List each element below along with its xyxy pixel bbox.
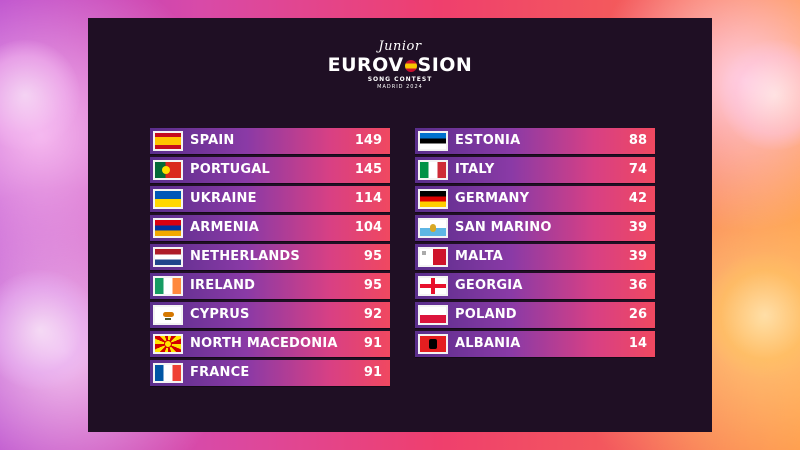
cyprus-flag-icon (155, 307, 181, 323)
score-row: NORTH MACEDONIA 91 (150, 331, 390, 357)
flower-decoration (705, 250, 800, 380)
country-name: UKRAINE (190, 191, 257, 206)
estonia-flag-icon (420, 133, 446, 149)
country-name: FRANCE (190, 365, 250, 380)
country-name: MALTA (455, 249, 504, 264)
country-points: 95 (363, 249, 382, 264)
country-points: 104 (354, 220, 382, 235)
country-name: ESTONIA (455, 133, 521, 148)
score-row: IRELAND 95 (150, 273, 390, 299)
score-row: MALTA 39 (415, 244, 655, 270)
logo-location: MADRID 2024 (377, 84, 423, 90)
country-points: 42 (628, 191, 647, 206)
country-points: 92 (363, 307, 382, 322)
country-points: 91 (363, 336, 382, 351)
spain-flag-icon (155, 133, 181, 149)
score-row: POLAND 26 (415, 302, 655, 328)
flower-decoration (0, 270, 100, 390)
country-points: 91 (363, 365, 382, 380)
poland-flag-icon (420, 307, 446, 323)
score-row: FRANCE 91 (150, 360, 390, 386)
country-points: 88 (628, 133, 647, 148)
country-name: SAN MARINO (455, 220, 552, 235)
score-row: ITALY 74 (415, 157, 655, 183)
heart-icon (404, 60, 417, 72)
score-row: SPAIN 149 (150, 128, 390, 154)
country-points: 95 (363, 278, 382, 293)
country-name: SPAIN (190, 133, 235, 148)
country-name: POLAND (455, 307, 517, 322)
flower-decoration (720, 40, 800, 150)
san-marino-flag-icon (420, 220, 446, 236)
netherlands-flag-icon (155, 249, 181, 265)
score-row: ALBANIA 14 (415, 331, 655, 357)
logo-main-text: EUROV SION (88, 54, 712, 76)
georgia-flag-icon (420, 278, 446, 294)
ireland-flag-icon (155, 278, 181, 294)
italy-flag-icon (420, 162, 446, 178)
country-points: 26 (628, 307, 647, 322)
ukraine-flag-icon (155, 191, 181, 207)
scoreboard-right-column: ESTONIA 88 ITALY 74 GERMANY 42 SAN MARIN… (415, 128, 655, 360)
country-points: 39 (628, 220, 647, 235)
country-name: ITALY (455, 162, 495, 177)
logo-junior-text: Junior (378, 39, 422, 54)
country-points: 74 (628, 162, 647, 177)
country-name: IRELAND (190, 278, 256, 293)
score-row: SAN MARINO 39 (415, 215, 655, 241)
scoreboard-panel: Junior EUROV SION SONG CONTEST MADRID 202… (88, 18, 712, 432)
score-row: GERMANY 42 (415, 186, 655, 212)
country-name: PORTUGAL (190, 162, 271, 177)
country-points: 149 (354, 133, 382, 148)
country-points: 36 (628, 278, 647, 293)
albania-flag-icon (420, 336, 446, 352)
country-name: ARMENIA (190, 220, 260, 235)
score-row: UKRAINE 114 (150, 186, 390, 212)
country-name: GERMANY (455, 191, 530, 206)
junior-eurovision-logo: Junior EUROV SION SONG CONTEST MADRID 202… (88, 40, 712, 91)
country-name: NETHERLANDS (190, 249, 300, 264)
country-points: 145 (354, 162, 382, 177)
malta-flag-icon (420, 249, 446, 265)
logo-main-part2: SION (417, 54, 473, 76)
armenia-flag-icon (155, 220, 181, 236)
country-name: ALBANIA (455, 336, 521, 351)
country-name: CYPRUS (190, 307, 250, 322)
france-flag-icon (155, 365, 181, 381)
country-points: 39 (628, 249, 647, 264)
scoreboard-left-column: SPAIN 149 PORTUGAL 145 UKRAINE 114 ARMEN… (150, 128, 390, 389)
logo-subtitle: SONG CONTEST (367, 76, 433, 83)
country-points: 14 (628, 336, 647, 351)
germany-flag-icon (420, 191, 446, 207)
score-row: GEORGIA 36 (415, 273, 655, 299)
score-row: NETHERLANDS 95 (150, 244, 390, 270)
score-row: ESTONIA 88 (415, 128, 655, 154)
score-row: ARMENIA 104 (150, 215, 390, 241)
logo-main-part1: EUROV (327, 54, 404, 76)
country-name: GEORGIA (455, 278, 523, 293)
score-row: CYPRUS 92 (150, 302, 390, 328)
flower-decoration (0, 40, 80, 150)
country-name: NORTH MACEDONIA (190, 336, 338, 351)
country-points: 114 (354, 191, 382, 206)
north-macedonia-flag-icon (155, 336, 181, 352)
score-row: PORTUGAL 145 (150, 157, 390, 183)
portugal-flag-icon (155, 162, 181, 178)
